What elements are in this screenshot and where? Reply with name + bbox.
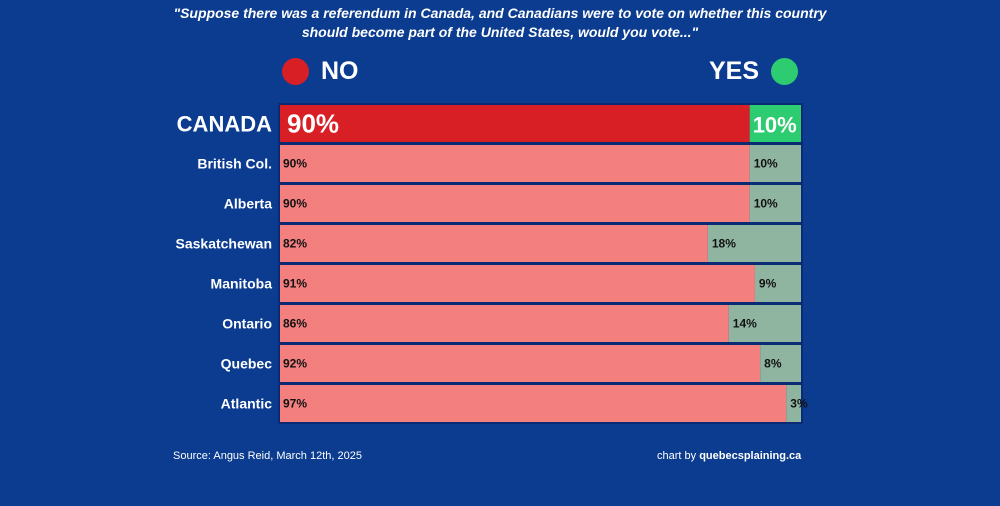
bar-yes xyxy=(786,384,802,423)
bar-yes xyxy=(707,224,802,263)
category-label: Alberta xyxy=(224,196,272,212)
data-label-yes: 10% xyxy=(754,197,778,211)
data-label-yes: 8% xyxy=(764,357,782,371)
credit-prefix: chart by xyxy=(657,450,700,462)
category-label: CANADA xyxy=(177,112,272,137)
category-label: Quebec xyxy=(221,356,273,372)
bar-outline xyxy=(278,383,803,424)
bar-yes xyxy=(749,104,802,143)
credit-site: quebecsplaining.ca xyxy=(699,450,802,462)
legend-no-swatch xyxy=(282,57,309,85)
legend-yes: YES xyxy=(709,56,799,86)
bar-no xyxy=(279,184,750,223)
data-label-no: 86% xyxy=(283,317,307,331)
data-label-no: 90% xyxy=(287,109,339,139)
chart-title: "Suppose there was a referendum in Canad… xyxy=(0,4,1000,42)
data-label-yes: 18% xyxy=(712,237,736,251)
data-label-yes: 14% xyxy=(733,317,757,331)
category-label: Atlantic xyxy=(221,396,273,412)
source-note: Source: Angus Reid, March 12th, 2025 xyxy=(173,450,362,462)
data-label-no: 97% xyxy=(283,397,307,411)
bar-yes xyxy=(749,144,802,183)
bar-no xyxy=(279,104,750,143)
data-label-no: 92% xyxy=(283,357,307,371)
data-label-yes: 10% xyxy=(754,157,778,171)
legend-no-label: NO xyxy=(321,56,359,85)
data-label-yes: 9% xyxy=(759,277,777,291)
bar-no xyxy=(279,344,761,383)
bar-no xyxy=(279,144,750,183)
bar-no xyxy=(279,304,729,343)
category-label: Manitoba xyxy=(211,276,273,292)
data-label-no: 82% xyxy=(283,237,307,251)
data-label-yes: 3% xyxy=(790,397,808,411)
bar-no xyxy=(279,264,755,303)
bar-no xyxy=(279,224,708,263)
bar-yes xyxy=(760,344,802,383)
bar-yes xyxy=(728,304,802,343)
category-label: Ontario xyxy=(222,316,272,332)
title-line-2: should become part of the United States,… xyxy=(301,24,699,40)
bar-yes xyxy=(754,264,802,303)
chart-credit: chart by quebecsplaining.ca xyxy=(657,450,801,462)
legend-yes-swatch xyxy=(771,57,799,85)
data-label-no: 90% xyxy=(283,157,307,171)
category-label: British Col. xyxy=(197,156,272,172)
legend-no: NO xyxy=(282,56,359,86)
bar-yes xyxy=(749,184,802,223)
bar-no xyxy=(279,384,787,423)
title-line-1: "Suppose there was a referendum in Canad… xyxy=(173,5,827,21)
data-label-yes: 10% xyxy=(753,113,797,138)
data-label-no: 91% xyxy=(283,277,307,291)
legend-yes-label: YES xyxy=(709,56,760,85)
data-label-no: 90% xyxy=(283,197,307,211)
category-label: Saskatchewan xyxy=(176,236,273,252)
